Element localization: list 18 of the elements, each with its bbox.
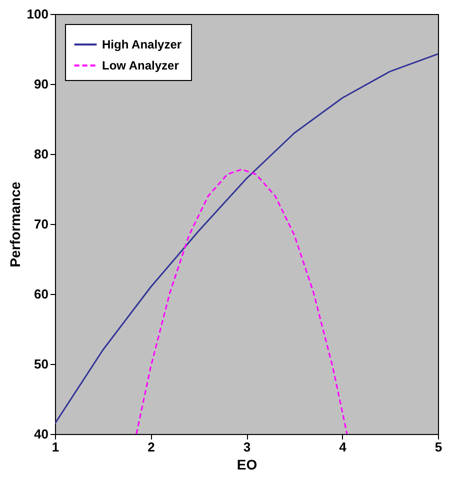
legend-label: High Analyzer <box>102 38 182 52</box>
y-tick-label: 100 <box>26 6 48 22</box>
x-tick-label: 3 <box>243 440 251 454</box>
line-series <box>55 53 438 424</box>
x-tick-label: 2 <box>148 440 155 454</box>
y-axis-title: Performance <box>6 181 23 268</box>
y-tick-label: 40 <box>34 426 48 442</box>
y-tick-label: 80 <box>34 146 48 162</box>
legend-label: Low Analyzer <box>102 58 180 72</box>
x-axis-title: EO <box>236 456 258 472</box>
x-tick-label: 4 <box>339 440 348 454</box>
line-series <box>136 168 348 434</box>
y-tick-label: 70 <box>34 216 48 232</box>
x-tick-label: 5 <box>434 440 442 454</box>
y-tick-label: 60 <box>34 286 48 302</box>
y-tick-label: 90 <box>34 76 48 92</box>
x-tick-label: 1 <box>52 440 60 454</box>
y-tick-label: 50 <box>34 356 48 372</box>
